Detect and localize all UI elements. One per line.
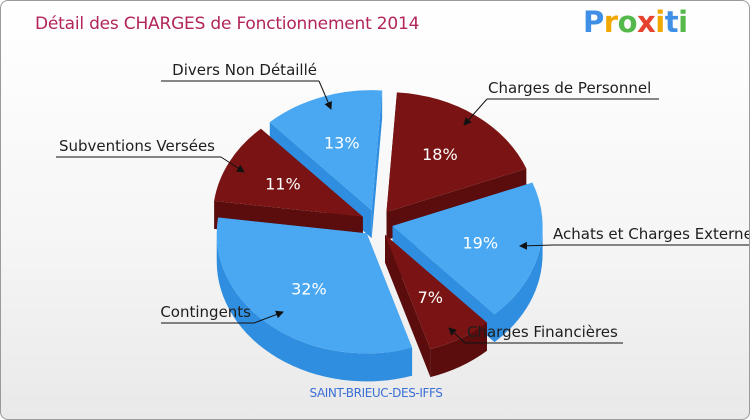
slice-callout: Charges Financières (448, 323, 623, 344)
pie-slice-side (494, 226, 543, 343)
logo-letter: i (655, 5, 665, 39)
pie-slice-achats-et-charges-externes (392, 182, 543, 315)
slice-percent-label: 18% (422, 145, 458, 164)
logo-letter: x (637, 5, 656, 39)
logo-letter: i (678, 5, 688, 39)
callout-arrow (519, 241, 554, 250)
pie-slice-charges-de-personnel (386, 92, 527, 213)
slice-category-label: Contingents (160, 303, 251, 321)
slice-percent-label: 32% (291, 280, 327, 299)
callout-arrow (448, 327, 466, 344)
logo-letter: P (583, 5, 604, 39)
pie-slice-group: 7% (385, 234, 487, 378)
slice-category-label: Achats et Charges Externes (553, 225, 750, 243)
pie-slice-edge (385, 234, 431, 378)
proxiti-logo: Proxiti (583, 5, 688, 39)
callout-arrow (220, 156, 245, 173)
slice-category-label: Charges Financières (467, 323, 618, 341)
pie-slice-contingents (216, 217, 413, 354)
pie-slice-divers-non-d-taill- (269, 90, 383, 211)
slice-callout: Contingents (160, 303, 284, 324)
slice-category-label: Divers Non Détaillé (172, 61, 317, 79)
callout-arrow (318, 80, 332, 110)
slice-percent-label: 11% (265, 175, 301, 194)
pie-slice-charges-financi-res (385, 234, 487, 350)
callout-arrow (463, 98, 488, 126)
chart-title: Détail des CHARGES de Fonctionnement 201… (35, 14, 420, 34)
slice-callout: Achats et Charges Externes (519, 225, 750, 250)
logo-letter: r (603, 5, 618, 39)
slice-callout: Subventions Versées (56, 137, 245, 173)
pie-slice-side (216, 233, 413, 382)
pie-slice-subventions-vers-es (214, 128, 363, 217)
pie-slice-edge (371, 90, 383, 239)
slice-percent-label: 7% (418, 288, 443, 307)
slice-percent-label: 19% (463, 233, 499, 252)
logo-letter: t (664, 5, 679, 39)
slice-category-label: Charges de Personnel (488, 79, 651, 97)
pie-slice-group: 32% (216, 217, 413, 382)
slice-percent-label: 13% (324, 133, 360, 152)
slice-callout: Divers Non Détaillé (161, 61, 332, 110)
logo-letter: o (617, 5, 638, 39)
slice-category-label: Subventions Versées (59, 137, 215, 155)
slice-callout: Charges de Personnel (463, 79, 659, 126)
callout-arrow (253, 310, 284, 324)
chart-subtitle: SAINT-BRIEUC-DES-IFFS (309, 386, 443, 400)
